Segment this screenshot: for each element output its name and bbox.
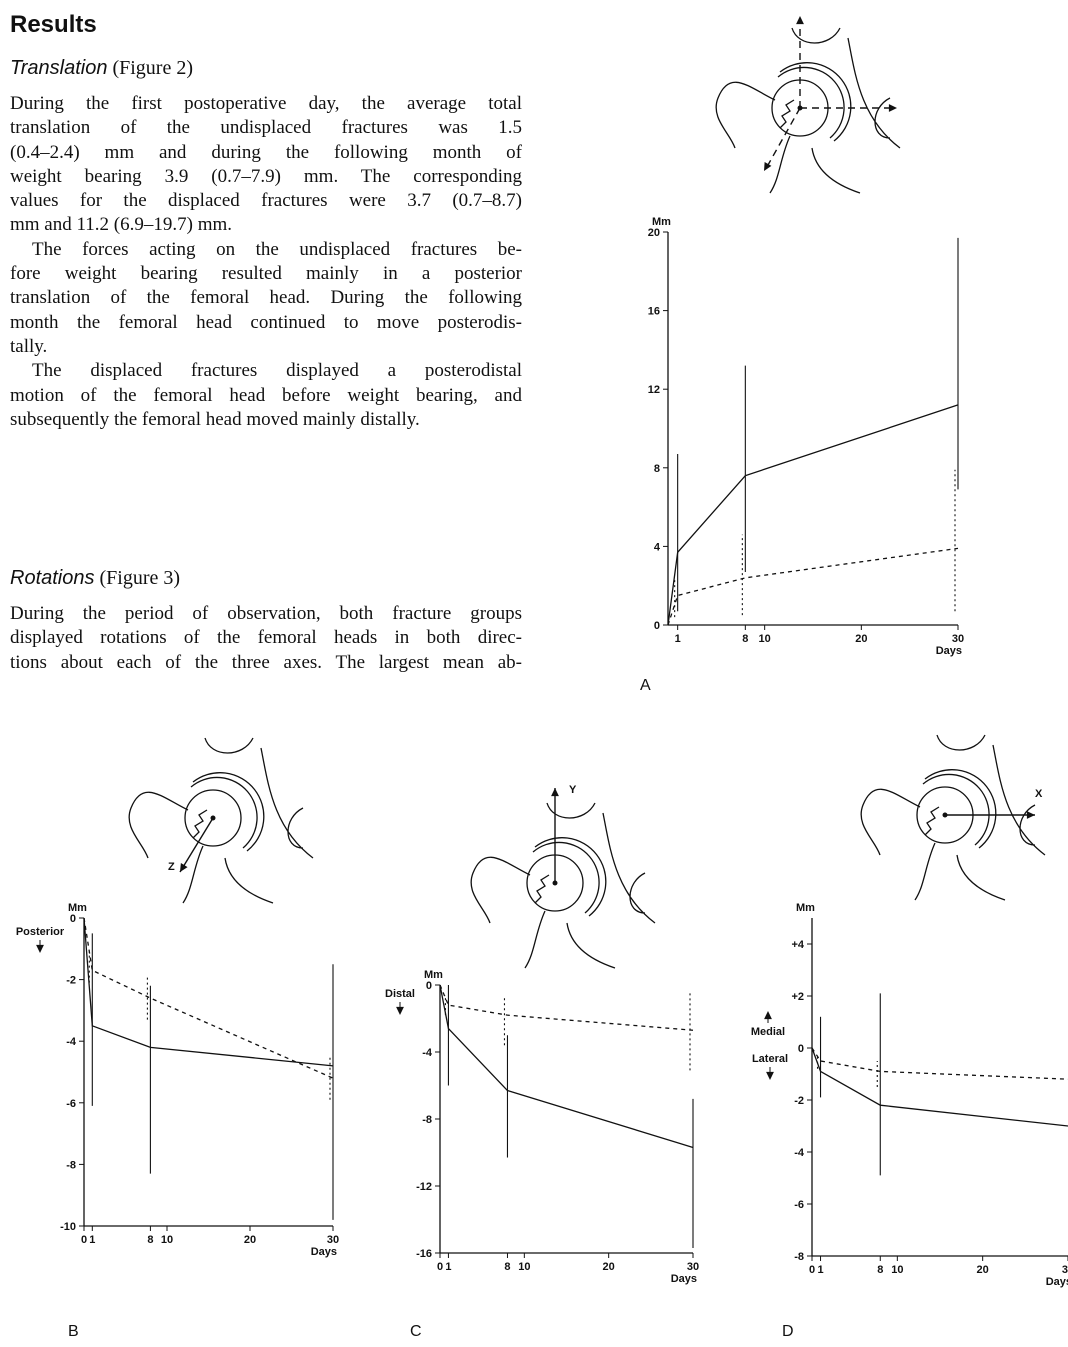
y-tick-label: 0: [70, 913, 76, 925]
x-tick-label: 10: [161, 1234, 173, 1246]
x-tick-label: 8: [504, 1261, 510, 1273]
diagram-axis-label: Y: [569, 784, 577, 796]
pelvis: [792, 28, 900, 148]
x-tick-label: 1: [817, 1264, 823, 1276]
x-tick-label: 8: [147, 1234, 153, 1246]
x-tick-label: 8: [877, 1264, 883, 1276]
y-tick-label: -12: [416, 1181, 432, 1193]
direction-label: Medial: [751, 1026, 785, 1038]
diagram-axis-label: Z: [168, 861, 175, 873]
y-tick-label: 0: [426, 980, 432, 992]
y-tick-label: 8: [654, 463, 660, 475]
y-tick-label: -4: [794, 1147, 805, 1159]
pelvis: [205, 738, 313, 858]
y-axis-label: Mm: [68, 902, 87, 914]
pelvis: [937, 735, 1045, 855]
arrow-head: [396, 1007, 404, 1015]
y-tick-label: -8: [422, 1114, 432, 1126]
direction-label: Lateral: [752, 1053, 788, 1065]
series-line: [84, 918, 333, 1066]
x-tick-label: 20: [603, 1261, 615, 1273]
figure-letter: D: [782, 1323, 794, 1340]
arrow-head: [180, 863, 188, 872]
series-line: [812, 1048, 1068, 1079]
y-tick-label: -6: [66, 1098, 76, 1110]
series-line: [440, 985, 693, 1147]
x-axis-label: Days: [1046, 1276, 1068, 1288]
acetabulum: [923, 774, 989, 845]
diagram-axis-label: X: [1035, 788, 1043, 800]
x-tick-label: 30: [327, 1234, 339, 1246]
figure-letter: A: [640, 677, 651, 694]
series-line: [84, 918, 333, 1078]
arrow-head: [551, 788, 559, 796]
x-tick-label: 10: [891, 1264, 903, 1276]
x-tick-label: 20: [244, 1234, 256, 1246]
y-tick-label: 20: [648, 227, 660, 239]
x-tick-label: 10: [518, 1261, 530, 1273]
series-line: [668, 548, 958, 625]
y-tick-label: -2: [66, 975, 76, 987]
y-tick-label: -8: [66, 1159, 76, 1171]
x-tick-label: 0: [437, 1261, 443, 1273]
y-tick-label: -10: [60, 1221, 76, 1233]
figure-letter: C: [410, 1323, 422, 1340]
arrow-head: [1027, 811, 1035, 819]
y-tick-label: -8: [794, 1251, 804, 1263]
y-tick-label: -4: [422, 1047, 433, 1059]
page: Results Translation (Figure 2)During the…: [0, 0, 1068, 1347]
y-tick-label: -2: [794, 1095, 804, 1107]
x-tick-label: 20: [855, 633, 867, 645]
arrow-head: [764, 1011, 772, 1019]
x-tick-label: 20: [977, 1264, 989, 1276]
series-line: [440, 985, 693, 1030]
x-axis-label: Days: [936, 645, 962, 657]
y-tick-label: 0: [798, 1043, 804, 1055]
figures: 04812162018102030MmDaysA0-2-4-6-8-100181…: [0, 0, 1068, 1347]
x-axis-label: Days: [671, 1273, 697, 1285]
y-axis-label: Mm: [424, 969, 443, 981]
x-tick-label: 10: [759, 633, 771, 645]
x-tick-label: 30: [952, 633, 964, 645]
x-tick-label: 0: [81, 1234, 87, 1246]
pelvis: [547, 803, 655, 923]
y-tick-label: 0: [654, 620, 660, 632]
x-tick-label: 8: [742, 633, 748, 645]
arrow-head: [766, 1072, 774, 1080]
y-axis-label: Mm: [796, 902, 815, 914]
y-tick-label: -6: [794, 1199, 804, 1211]
x-tick-label: 30: [1062, 1264, 1068, 1276]
y-tick-label: +4: [791, 939, 804, 951]
arrow-head: [796, 16, 804, 24]
arrow-head: [36, 945, 44, 953]
y-tick-label: +2: [791, 991, 804, 1003]
acetabulum: [778, 67, 844, 138]
x-tick-label: 30: [687, 1261, 699, 1273]
figure-letter: B: [68, 1323, 79, 1340]
y-tick-label: 12: [648, 384, 660, 396]
series-line: [812, 1048, 1068, 1126]
x-tick-label: 1: [675, 633, 681, 645]
direction-label: Posterior: [16, 926, 65, 938]
y-tick-label: 4: [654, 541, 661, 553]
x-tick-label: 1: [445, 1261, 451, 1273]
y-tick-label: 16: [648, 306, 660, 318]
acetabulum: [533, 842, 599, 913]
y-tick-label: -4: [66, 1036, 77, 1048]
arrow-head: [764, 162, 771, 171]
x-tick-label: 0: [809, 1264, 815, 1276]
x-tick-label: 1: [89, 1234, 95, 1246]
direction-label: Distal: [385, 988, 415, 1000]
y-tick-label: -16: [416, 1248, 432, 1260]
arrow-head: [889, 104, 897, 112]
y-axis-label: Mm: [652, 216, 671, 228]
series-line: [668, 405, 958, 625]
x-axis-label: Days: [311, 1246, 337, 1258]
